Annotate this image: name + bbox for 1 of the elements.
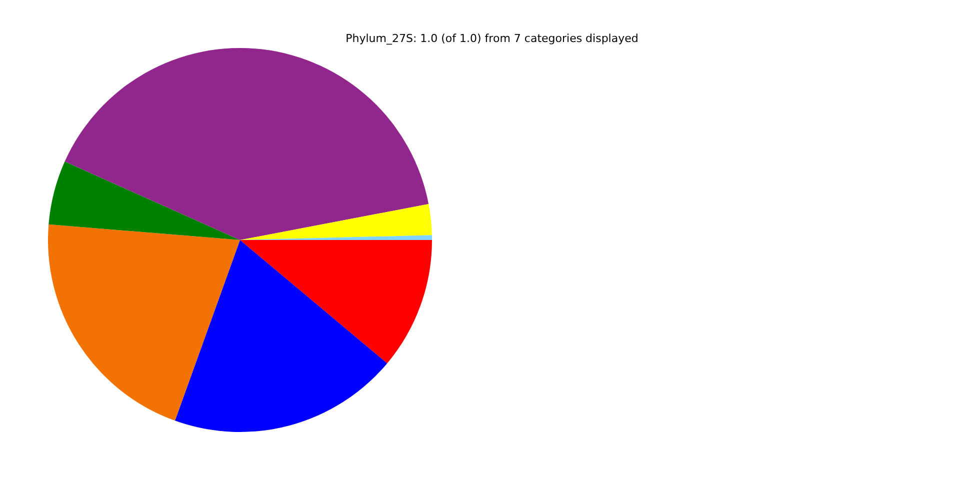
text: Phylum_27S: 1.0 (of 1.0) from 7 categories displayed [344,32,640,45]
